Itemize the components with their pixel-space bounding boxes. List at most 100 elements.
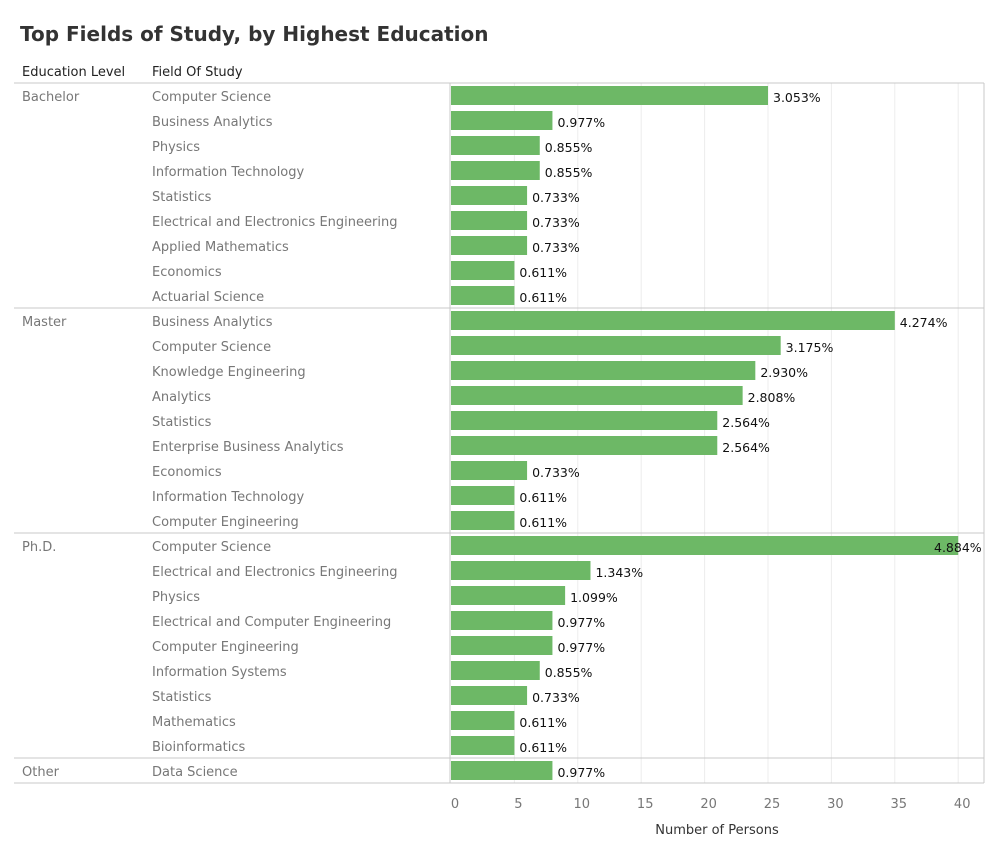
data-label: 0.611% [519,290,567,305]
bar [451,186,528,205]
data-label: 0.611% [519,740,567,755]
data-label: 0.733% [532,215,580,230]
data-label: 2.564% [722,440,770,455]
education-level-label: Other [22,765,60,780]
bar [451,361,756,380]
field-of-study-label: Physics [152,140,200,155]
field-of-study-label: Computer Engineering [152,640,299,655]
field-of-study-label: Economics [152,465,222,480]
data-label: 0.977% [557,640,605,655]
data-label: 0.611% [519,715,567,730]
chart-title: Top Fields of Study, by Highest Educatio… [20,22,489,46]
field-of-study-label: Electrical and Computer Engineering [152,615,391,630]
x-tick-label: 20 [700,797,717,812]
field-of-study-label: Knowledge Engineering [152,365,306,380]
field-of-study-header: Field Of Study [152,65,243,80]
bar [451,486,515,505]
bar [451,461,528,480]
bar [451,761,553,780]
data-label: 0.855% [545,165,593,180]
x-tick-label: 15 [637,797,654,812]
bar [451,736,515,755]
data-label: 2.930% [760,365,808,380]
x-tick-label: 0 [451,797,459,812]
field-of-study-label: Information Technology [152,165,305,180]
bar [451,536,959,555]
field-of-study-label: Statistics [152,190,212,205]
data-label: 0.855% [545,140,593,155]
bar [451,661,540,680]
data-label: 4.274% [900,315,948,330]
field-of-study-label: Information Technology [152,490,305,505]
bar [451,436,718,455]
data-label: 2.808% [748,390,796,405]
field-of-study-label: Computer Engineering [152,515,299,530]
x-axis-label: Number of Persons [655,823,779,838]
data-label: 0.855% [545,665,593,680]
x-tick-label: 35 [891,797,908,812]
x-tick-label: 40 [954,797,971,812]
data-label: 0.611% [519,265,567,280]
field-of-study-label: Computer Science [152,340,271,355]
bar [451,161,540,180]
field-of-study-label: Analytics [152,390,211,405]
data-label: 0.733% [532,465,580,480]
data-label: 1.343% [595,565,643,580]
bar [451,236,528,255]
bar [451,386,743,405]
education-level-label: Bachelor [22,90,80,105]
field-of-study-label: Business Analytics [152,315,273,330]
field-of-study-label: Computer Science [152,540,271,555]
bar [451,336,781,355]
data-label: 0.977% [557,615,605,630]
x-tick-label: 5 [514,797,522,812]
bar [451,86,768,105]
data-label: 0.733% [532,240,580,255]
data-label: 1.099% [570,590,618,605]
field-of-study-label: Business Analytics [152,115,273,130]
data-label: 3.053% [773,90,821,105]
bar [451,611,553,630]
bar [451,711,515,730]
field-of-study-label: Computer Science [152,90,271,105]
bar [451,111,553,130]
bar [451,686,528,705]
bar [451,636,553,655]
bar [451,586,566,605]
education-level-label: Ph.D. [22,540,56,555]
bar [451,511,515,530]
field-of-study-label: Data Science [152,765,238,780]
bar [451,261,515,280]
bar [451,561,591,580]
education-level-header: Education Level [22,65,126,80]
data-label: 0.733% [532,190,580,205]
field-of-study-label: Electrical and Electronics Engineering [152,565,397,580]
field-of-study-label: Statistics [152,690,212,705]
data-label: 0.977% [557,115,605,130]
field-of-study-label: Electrical and Electronics Engineering [152,215,397,230]
data-label: 2.564% [722,415,770,430]
field-of-study-label: Applied Mathematics [152,240,289,255]
x-tick-label: 30 [827,797,844,812]
x-tick-label: 25 [764,797,781,812]
field-of-study-label: Bioinformatics [152,740,245,755]
field-of-study-label: Statistics [152,415,212,430]
data-label: 0.611% [519,515,567,530]
bar [451,286,515,305]
education-level-label: Master [22,315,67,330]
data-label: 0.977% [557,765,605,780]
x-tick-label: 10 [574,797,591,812]
field-of-study-label: Physics [152,590,200,605]
bar [451,411,718,430]
field-of-study-label: Economics [152,265,222,280]
field-of-study-label: Information Systems [152,665,287,680]
data-label: 0.611% [519,490,567,505]
bar [451,136,540,155]
field-of-study-label: Enterprise Business Analytics [152,440,344,455]
data-label: 0.733% [532,690,580,705]
field-of-study-label: Actuarial Science [152,290,264,305]
bar [451,211,528,230]
field-of-study-label: Mathematics [152,715,236,730]
data-label: 4.884% [934,540,982,555]
